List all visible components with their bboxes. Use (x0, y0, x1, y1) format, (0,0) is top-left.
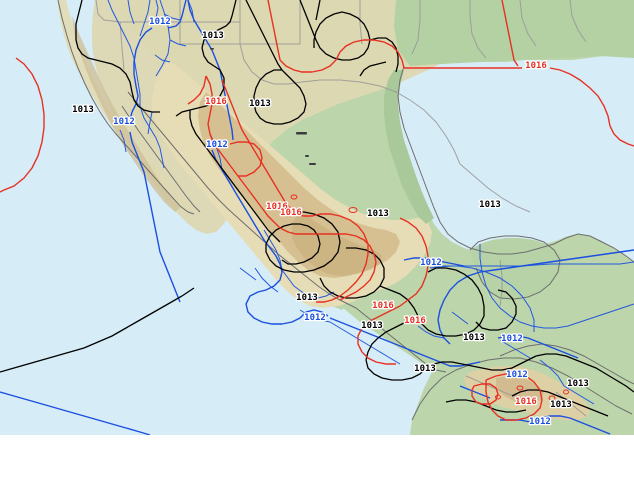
isobar-label-halo: 1012 (420, 258, 442, 268)
isobar-label-halo: 1016 (372, 301, 394, 311)
isobar-label: 1013 (296, 293, 318, 303)
terrain-sierra-madre-highland (198, 92, 400, 278)
isobar-label-halo: 1013 (249, 99, 271, 109)
isobar-label-halo: 1012 (149, 17, 171, 27)
terrain-gulf-coast-lowland (384, 70, 434, 224)
isobars-1016 (0, 0, 634, 421)
isobar-label: 1013 (479, 200, 501, 210)
isobar-label: 1012 (529, 417, 551, 427)
southeast-us-green (394, 0, 634, 66)
isobar-label-halo: 1012 (113, 117, 135, 127)
isobar-label: 1013 (567, 379, 589, 389)
baja-california-peninsula (58, 0, 193, 210)
pacific-ocean-wedge (0, 0, 226, 435)
isobar-label: 1016 (205, 97, 227, 107)
isobar-label-halo: 1012 (206, 140, 228, 150)
isobar-label: 1012 (304, 313, 326, 323)
isobar-label-halo: 1013 (479, 200, 501, 210)
terrain-interior-plains (92, 0, 480, 234)
isobar-label-halo: 1012 (304, 313, 326, 323)
isobar-label: 1012 (206, 140, 228, 150)
isobar-label-halo: 1016 (404, 316, 426, 326)
isobar-label: 1013 (202, 31, 224, 41)
isobar-label: 1012 (149, 17, 171, 27)
isobar-label: 1016 (280, 208, 302, 218)
isobar-label: 1012 (506, 370, 528, 380)
isobar-label-halo: 1016 (280, 208, 302, 218)
isobar-label-halo: 1013 (550, 400, 572, 410)
map-svg: 1012101210131013101610161013101310161016… (0, 0, 634, 435)
isobar-label-halo: 1016 (515, 397, 537, 407)
isobar-label-halo: 1012 (501, 334, 523, 344)
gulf-of-mexico (386, 56, 634, 262)
isobar-label: 1013 (414, 364, 436, 374)
isobar-label: 1016 (372, 301, 394, 311)
isobar-label: 1013 (249, 99, 271, 109)
isobar-label-halo: 1016 (525, 61, 547, 71)
isobar-label-halo: 1013 (414, 364, 436, 374)
isobar-label: 1013 (550, 400, 572, 410)
isobar-label-halo: 1012 (506, 370, 528, 380)
footer-legend-bar: High wind areas [hPa] ECMWF We 02-04-202… (0, 435, 634, 490)
high-wind-area-markers (290, 194, 569, 401)
isobar-label: 1012 (113, 117, 135, 127)
isobar-label: 1013 (361, 321, 383, 331)
isobar-label-halo: 1016 (266, 202, 288, 212)
isobar-label: 1012 (420, 258, 442, 268)
isobar-label: 1016 (515, 397, 537, 407)
isobar-label-halo: 1013 (367, 209, 389, 219)
isobar-label: 1013 (463, 333, 485, 343)
isobar-label-halo: 1013 (463, 333, 485, 343)
isobar-label-halo: 1016 (205, 97, 227, 107)
isobar-label: 1013 (72, 105, 94, 115)
isobar-label: 1016 (525, 61, 547, 71)
isobar-label: 1012 (501, 334, 523, 344)
map-canvas[interactable]: 1012 1012 1013 1013 1016 1016 1013 1013 1016 1016… (0, 0, 634, 435)
isobar-label: 1016 (404, 316, 426, 326)
isobar-label: 1016 (266, 202, 288, 212)
isobars-1013 (0, 0, 634, 417)
isobar-labels-group: 1012101210131013101610161013101310161016… (71, 16, 590, 429)
isobar-label: 1013 (367, 209, 389, 219)
isobar-label-halo: 1013 (202, 31, 224, 41)
isobar-label-halo: 1013 (361, 321, 383, 331)
isobar-label-halo: 1013 (567, 379, 589, 389)
isobar-label-halo: 1013 (72, 105, 94, 115)
inland-detail-marks (210, 48, 316, 165)
terrain-mountain-core (292, 210, 382, 276)
isobar-label-halo: 1012 (529, 417, 551, 427)
isobar-label-halo: 1013 (296, 293, 318, 303)
